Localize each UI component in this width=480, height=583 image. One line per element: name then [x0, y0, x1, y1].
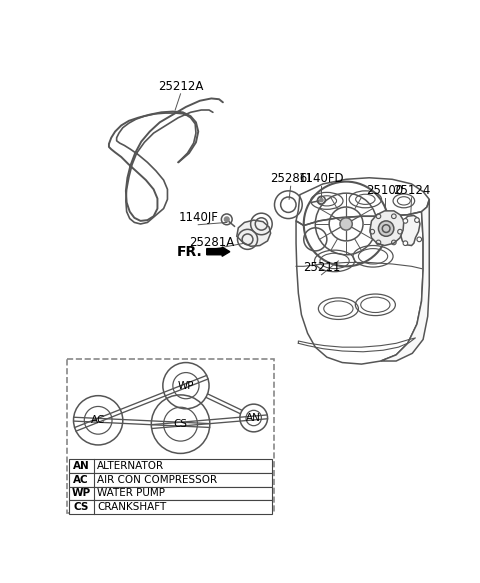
- Circle shape: [378, 221, 394, 236]
- Text: AIR CON COMPRESSOR: AIR CON COMPRESSOR: [97, 475, 217, 484]
- Circle shape: [417, 237, 421, 242]
- Text: 25124: 25124: [393, 184, 430, 197]
- Text: 25100: 25100: [366, 184, 403, 197]
- FancyArrow shape: [207, 247, 230, 257]
- Text: 1140FD: 1140FD: [299, 173, 344, 185]
- Polygon shape: [401, 216, 420, 245]
- Text: 1140JF: 1140JF: [179, 211, 218, 224]
- Text: 25212A: 25212A: [158, 80, 203, 93]
- Text: WATER PUMP: WATER PUMP: [97, 489, 166, 498]
- Text: AN: AN: [73, 461, 90, 470]
- Circle shape: [415, 218, 419, 223]
- Text: WP: WP: [72, 489, 91, 498]
- Polygon shape: [370, 211, 404, 245]
- Bar: [69, 459, 272, 473]
- Text: FR.: FR.: [177, 245, 203, 259]
- Text: CRANKSHAFT: CRANKSHAFT: [97, 503, 167, 512]
- Text: 25286I: 25286I: [270, 173, 311, 185]
- Circle shape: [320, 199, 323, 202]
- Bar: [69, 487, 272, 500]
- Bar: [69, 500, 272, 514]
- Circle shape: [403, 219, 408, 223]
- Bar: [67, 359, 274, 512]
- Circle shape: [225, 217, 229, 222]
- Text: CS: CS: [174, 419, 188, 429]
- Text: 25211: 25211: [303, 261, 340, 274]
- Text: AC: AC: [73, 475, 89, 484]
- Polygon shape: [237, 220, 271, 246]
- Polygon shape: [381, 199, 429, 361]
- Bar: [69, 473, 272, 487]
- Text: ALTERNATOR: ALTERNATOR: [97, 461, 165, 470]
- Text: AN: AN: [246, 413, 261, 423]
- Text: AC: AC: [91, 415, 105, 426]
- Circle shape: [403, 241, 408, 245]
- Circle shape: [340, 218, 352, 230]
- Text: CS: CS: [73, 503, 89, 512]
- Text: WP: WP: [178, 381, 194, 391]
- Text: 25281A: 25281A: [189, 236, 234, 248]
